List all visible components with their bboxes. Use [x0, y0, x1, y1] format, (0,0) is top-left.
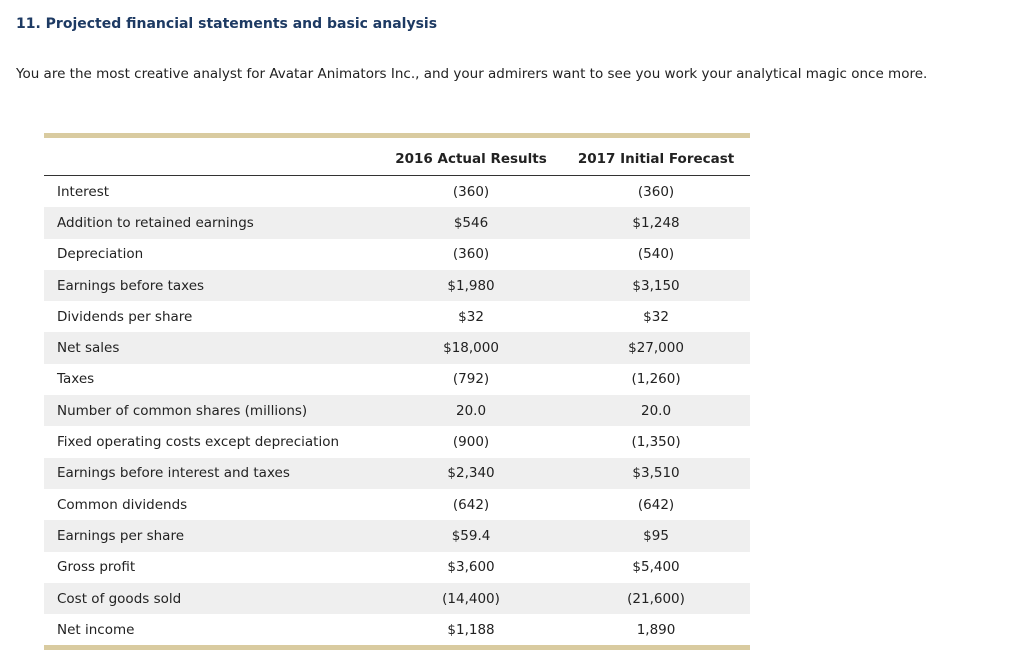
table-row: Taxes (792) (1,260) — [44, 364, 750, 395]
cell-value: $32 — [643, 308, 669, 325]
table-row: Cost of goods sold (14,400) (21,600) — [44, 582, 750, 615]
cell-value: $18,000 — [380, 332, 563, 364]
row-label: Gross profit — [57, 559, 136, 576]
cell-value: $546 — [380, 207, 563, 239]
cell-value: (540) — [637, 246, 675, 263]
cell-value: 20.0 — [562, 395, 750, 427]
table-row: Net income $1,188 1,890 — [44, 614, 750, 648]
cell-value: $3,600 — [447, 559, 495, 576]
table-body: Interest (360) (360) Addition to retained e… — [44, 176, 750, 648]
table-row: Earnings before interest and taxes $2,340… — [44, 457, 750, 489]
cell-value: (1,260) — [631, 371, 681, 388]
cell-value: (900) — [452, 434, 490, 451]
table-row: Depreciation (360) (540) — [44, 239, 750, 270]
cell-value: $95 — [562, 520, 750, 552]
cell-value: 20.0 — [380, 395, 563, 427]
row-label: Common dividends — [57, 496, 188, 513]
row-label: Earnings per share — [44, 520, 380, 552]
cell-value: (14,400) — [380, 582, 563, 615]
cell-value: (642) — [637, 496, 675, 513]
cell-value: $3,150 — [562, 269, 750, 302]
row-label: Earnings before taxes — [44, 269, 380, 302]
cell-value: $5,400 — [632, 559, 680, 576]
table-row: Interest (360) (360) — [44, 176, 750, 208]
row-label: Net income — [57, 621, 135, 638]
cell-value: $59.4 — [380, 520, 563, 552]
financial-table: 2016 Actual Results 2017 Initial Forecast… — [44, 133, 750, 651]
cell-value: (1,350) — [631, 434, 681, 451]
cell-value: $1,188 — [447, 621, 495, 638]
table-row: Earnings per share $59.4 $95 — [44, 520, 750, 552]
cell-value: (642) — [452, 496, 490, 513]
header-row: 2016 Actual Results 2017 Initial Forecast — [44, 135, 750, 176]
table-row: Fixed operating costs except depreciatio… — [44, 426, 750, 457]
row-label: Taxes — [57, 371, 95, 388]
row-label: Net sales — [44, 332, 380, 364]
table-row: Dividends per share $32 $32 — [44, 301, 750, 332]
cell-value: $27,000 — [562, 332, 750, 364]
cell-value: (360) — [452, 183, 490, 200]
column-header: 2017 Initial Forecast — [562, 135, 750, 176]
table-row: Common dividends (642) (642) — [44, 489, 750, 520]
cell-value: $32 — [458, 308, 484, 325]
table-row: Gross profit $3,600 $5,400 — [44, 552, 750, 583]
blank-header — [44, 135, 380, 176]
cell-value: $1,980 — [380, 269, 563, 302]
row-label: Number of common shares (millions) — [44, 395, 380, 427]
row-label: Depreciation — [57, 246, 144, 263]
cell-value: (360) — [637, 183, 675, 200]
row-label: Addition to retained earnings — [44, 207, 380, 239]
row-label: Interest — [57, 183, 110, 200]
cell-value: (792) — [452, 371, 490, 388]
cell-value: (21,600) — [562, 582, 750, 615]
cell-value: $1,248 — [562, 207, 750, 239]
row-label: Cost of goods sold — [44, 582, 380, 615]
intro: You are the most creative analyst for Av… — [16, 66, 928, 82]
cell-value: $2,340 — [380, 457, 563, 489]
table-row: Number of common shares (millions) 20.0 20… — [44, 395, 750, 427]
table-row: Earnings before taxes $1,980 $3,150 — [44, 269, 750, 302]
table-row: Addition to retained earnings $546 $1,248 — [44, 207, 750, 239]
title: 11. Projected financial statements and b… — [16, 16, 438, 32]
cell-value: (360) — [452, 246, 490, 263]
column-header: 2016 Actual Results — [380, 135, 563, 176]
cell-value: 1,890 — [636, 621, 676, 638]
row-label: Earnings before interest and taxes — [44, 457, 380, 489]
table-row: Net sales $18,000 $27,000 — [44, 332, 750, 364]
row-label: Dividends per share — [57, 308, 193, 325]
row-label: Fixed operating costs except depreciatio… — [57, 434, 340, 451]
cell-value: $3,510 — [562, 457, 750, 489]
